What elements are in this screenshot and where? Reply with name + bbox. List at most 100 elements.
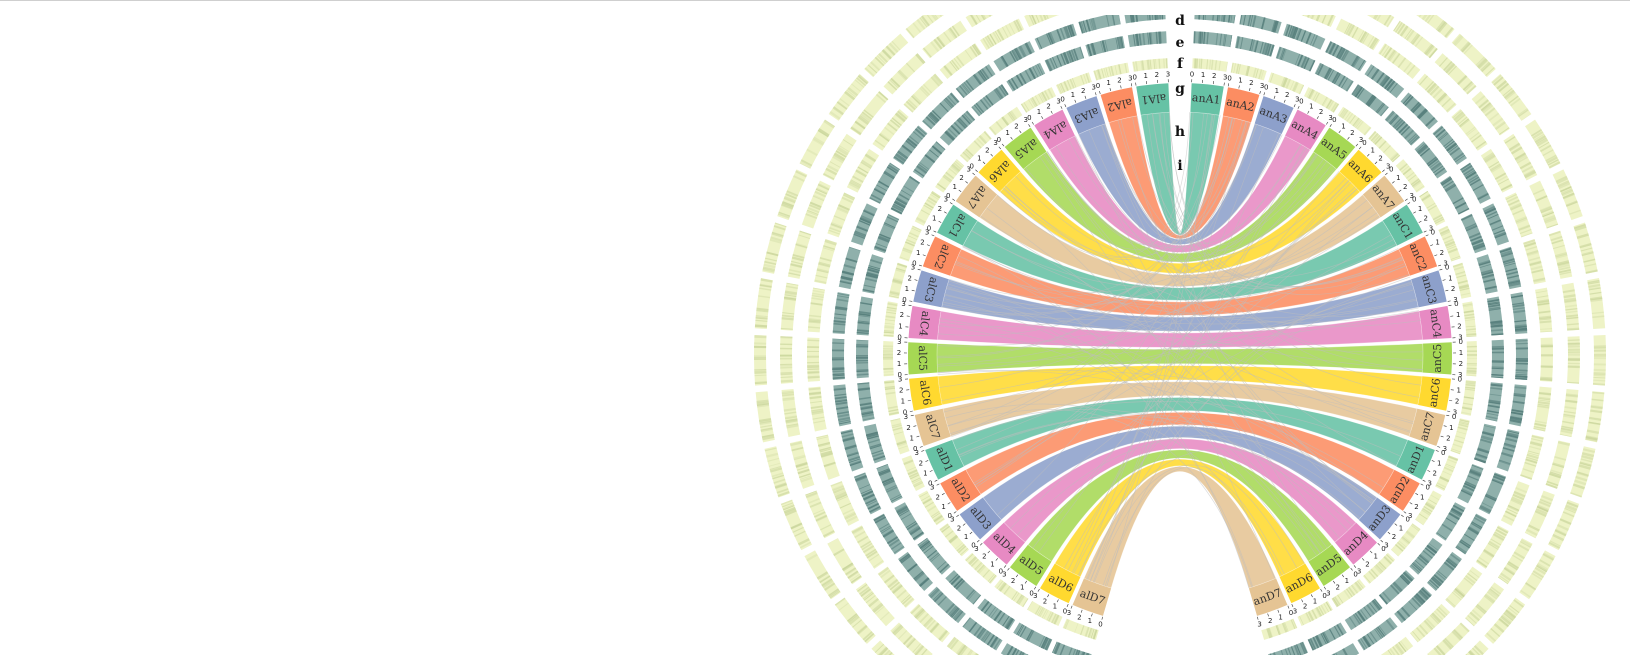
track-stripe [777, 213, 790, 219]
track-stripe [987, 573, 995, 582]
track-stripe [1507, 607, 1518, 616]
track-stripe [979, 69, 988, 81]
tick-label: 2 [1451, 285, 1455, 293]
track-stripe [1540, 207, 1553, 214]
track-stripe [1533, 278, 1546, 283]
track-stripe [1550, 235, 1563, 242]
track-stripe [887, 81, 898, 91]
tick [1074, 99, 1077, 103]
track-stripe [1272, 0, 1276, 6]
tick-label: 1 [1459, 349, 1463, 357]
track-stripe [1515, 340, 1528, 342]
track-stripe [1421, 15, 1428, 21]
track-stripe [917, 537, 928, 546]
track-stripe [1448, 512, 1460, 520]
track-stripe [920, 16, 930, 27]
track-stripe [798, 234, 811, 239]
track-stripe [807, 370, 820, 374]
track-stripe [1433, 647, 1442, 655]
track-stripe [1466, 346, 1477, 348]
track-stripe [1375, 658, 1383, 665]
track-stripe [1349, 0, 1356, 7]
track-stripe [948, 167, 958, 176]
track-stripe [943, 15, 944, 16]
track-stripe [1540, 379, 1553, 382]
track-segment [754, 278, 773, 330]
track-stripe [933, 515, 943, 522]
tick-label: 2 [900, 311, 904, 319]
track-stripe [1026, 654, 1029, 655]
track-stripe [889, 290, 900, 295]
track-stripe [1465, 381, 1476, 385]
track-stripe [1007, 112, 1014, 122]
track-stripe [1503, 89, 1514, 98]
track-stripe [1030, 98, 1036, 108]
tick-label: 3 [901, 300, 905, 308]
track-stripe [833, 322, 846, 326]
track-segment [1366, 15, 1395, 28]
track-stripe [832, 107, 844, 116]
track-stripe [1574, 479, 1587, 486]
track-stripe [1488, 540, 1500, 549]
track-stripe [1512, 493, 1525, 501]
track-stripe [865, 153, 877, 162]
tick-label: 1 [901, 398, 905, 406]
track-stripe [1210, 59, 1213, 70]
track-stripe [1510, 416, 1523, 420]
track-stripe [832, 330, 845, 333]
track-stripe [1471, 134, 1482, 143]
track-segment [988, 106, 1023, 136]
track-stripe [1423, 506, 1433, 513]
track-stripe [976, 564, 985, 573]
track-stripe [960, 547, 968, 556]
track-stripe [1529, 261, 1542, 267]
track-segment [890, 175, 920, 215]
tick-label: 3 [967, 166, 971, 174]
tick-label: 2 [906, 424, 910, 432]
track-stripe [1567, 353, 1580, 356]
track-stripe [1539, 498, 1552, 505]
track-stripe [890, 207, 903, 215]
track-stripe [794, 530, 806, 537]
track-stripe [892, 660, 901, 665]
track-stripe [1229, 35, 1233, 48]
track-stripe [1345, 80, 1354, 92]
track-stripe [982, 97, 992, 108]
track-stripe [1557, 441, 1571, 447]
track-stripe [823, 530, 835, 538]
track-stripe [893, 155, 905, 165]
track-stripe [927, 197, 937, 204]
track-stripe [1485, 107, 1496, 116]
track-stripe [808, 391, 821, 395]
tick [1099, 90, 1101, 94]
track-stripe [756, 403, 770, 408]
track-stripe [1425, 618, 1436, 629]
tick [979, 543, 983, 546]
tick [998, 146, 1002, 150]
track-stripe [1395, 0, 1403, 2]
tick [1130, 83, 1133, 87]
track-stripe [1426, 156, 1437, 165]
track-stripe [1455, 546, 1466, 555]
track-stripe [1402, 535, 1411, 543]
track-stripe [961, 115, 971, 125]
track-stripe [836, 101, 848, 110]
track-stripe [1490, 628, 1501, 637]
track-stripe [1593, 363, 1606, 366]
track-stripe [1593, 376, 1606, 379]
track-stripe [784, 411, 797, 415]
chromosome-alA5 [1004, 127, 1047, 170]
track-segment [1523, 238, 1546, 285]
track-stripe [1523, 239, 1536, 245]
track-stripe [759, 420, 772, 426]
grey-link [956, 282, 1413, 451]
chromosome-alA1 [1136, 83, 1170, 116]
track-stripe [1513, 551, 1526, 560]
track-stripe [1477, 192, 1489, 200]
track-stripe [1042, 15, 1047, 21]
track-stripe [837, 416, 851, 422]
track-stripe [1447, 557, 1458, 567]
track-stripe [1426, 202, 1436, 209]
track-stripe [1564, 304, 1578, 308]
track-segment [1132, 58, 1168, 72]
